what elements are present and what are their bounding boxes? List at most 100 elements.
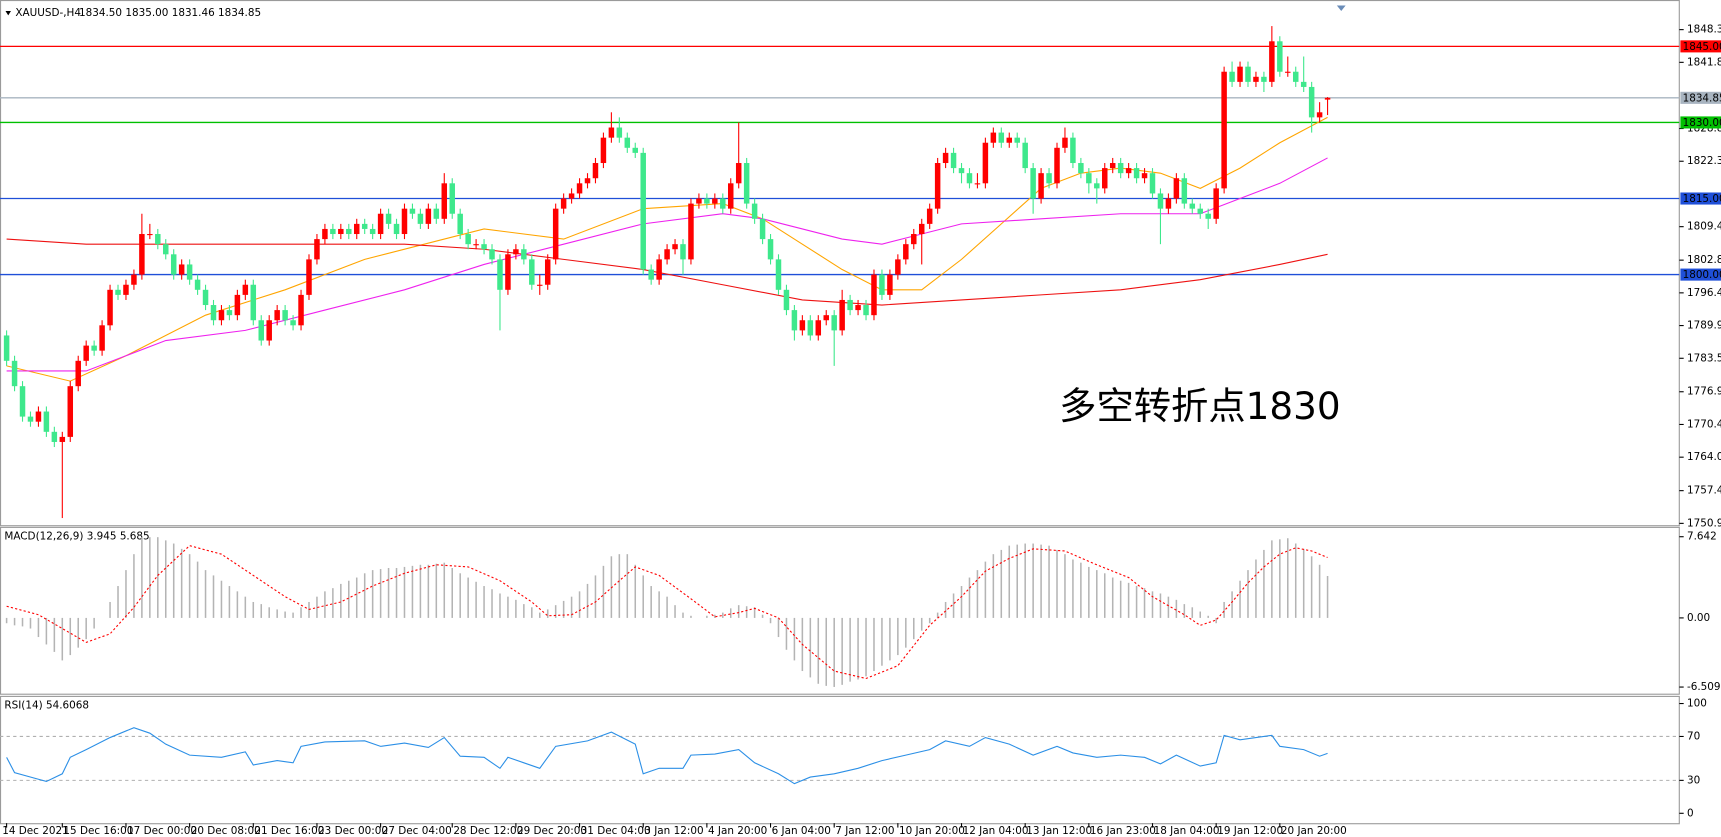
candle-body (759, 218, 766, 240)
y-tick-label: 1828.80 (1687, 123, 1721, 135)
main-panel-frame (0, 0, 1680, 527)
candle-body (385, 213, 392, 224)
rsi-panel: 100 70 30 0 (0, 698, 1707, 819)
candle-body (791, 310, 798, 331)
candle-body (735, 163, 742, 184)
candle-body (1133, 168, 1140, 179)
candle-body (823, 315, 829, 321)
candle-body (807, 320, 814, 336)
candle-body (1221, 71, 1227, 189)
candle-body (266, 320, 272, 341)
candle-body (743, 163, 750, 204)
y-tick-label: 0 (1687, 807, 1694, 819)
candle-body (338, 228, 344, 235)
candle-body (346, 228, 352, 235)
candle-body (369, 228, 376, 235)
candle-body (330, 228, 336, 235)
candle-body (1046, 173, 1052, 184)
candle-body (767, 239, 774, 260)
candle-body (632, 147, 638, 153)
y-tick-label: 100 (1687, 698, 1707, 710)
candle-body (505, 254, 511, 290)
candle-body (1038, 173, 1044, 199)
x-tick-label: 29 Dec 20:00 (517, 825, 587, 837)
x-tick-label: 13 Jan 12:00 (1026, 825, 1092, 837)
candle-body (576, 183, 583, 194)
candle-body (1308, 86, 1315, 118)
candle-body (688, 203, 694, 260)
candle-body (1054, 147, 1060, 184)
candle-body (648, 269, 654, 280)
level-label: 1845.00 (1683, 41, 1721, 53)
candle-body (115, 289, 121, 295)
candle-body (521, 249, 527, 260)
candle-body (1022, 142, 1028, 169)
candle-body (958, 168, 965, 174)
candle-body (1285, 71, 1291, 73)
macd-panel-frame (0, 526, 1680, 695)
candle-body (51, 431, 58, 442)
candle-body (353, 223, 360, 235)
candle-body (258, 320, 264, 341)
x-tick-label: 21 Dec 16:00 (254, 825, 324, 837)
candle-body (950, 152, 957, 169)
candle-body (990, 132, 997, 143)
x-tick-label: 23 Dec 00:00 (318, 825, 388, 837)
y-tick-label: 1822.35 (1687, 155, 1721, 167)
candle-body (91, 345, 97, 351)
x-tick-label: 31 Dec 04:00 (581, 825, 651, 837)
candle-body (1141, 173, 1148, 179)
candle-body (855, 305, 861, 311)
x-tick-label: 14 Dec 2021 (2, 825, 68, 837)
candle-body (242, 284, 249, 295)
candle-body (433, 208, 440, 219)
candle-body (131, 274, 137, 285)
y-tick-label: 1802.85 (1687, 254, 1721, 266)
candle-body (1006, 137, 1013, 143)
x-tick-label: 20 Jan 20:00 (1281, 825, 1347, 837)
x-tick-label: 12 Jan 04:00 (963, 825, 1029, 837)
candle-body (306, 259, 312, 295)
x-tick-label: 17 Dec 00:00 (127, 825, 197, 837)
x-tick-label: 15 Dec 16:00 (63, 825, 133, 837)
level-label: 1834.85 (1683, 92, 1721, 104)
candle-body (170, 254, 177, 275)
candle-body (847, 299, 853, 311)
candle-body (361, 223, 368, 229)
candle-body (704, 198, 710, 204)
candle-body (449, 183, 455, 214)
candle-body (529, 259, 535, 285)
candle-body (43, 411, 50, 432)
x-tick-label: 27 Dec 04:00 (382, 825, 452, 837)
candle-body (401, 208, 408, 235)
candle-body (552, 208, 559, 260)
candle-body (783, 289, 790, 311)
y-tick-label: 1796.40 (1687, 287, 1721, 299)
y-tick-label: 1848.30 (1687, 24, 1721, 36)
candle-body (234, 294, 241, 316)
candle-body (1165, 198, 1172, 209)
candle-body (918, 223, 925, 235)
candle-body (696, 198, 702, 204)
candle-body (871, 274, 877, 316)
candle-body (250, 284, 257, 321)
candle-body (1237, 66, 1243, 82)
candle-body (831, 315, 837, 331)
candle-body (27, 416, 34, 422)
candle-body (274, 310, 280, 321)
candle-body (139, 234, 145, 275)
level-label: 1800.00 (1683, 269, 1721, 281)
candle-body (942, 152, 949, 164)
candle-body (99, 325, 105, 351)
candle-body (1324, 97, 1331, 100)
x-tick-label: 10 Jan 20:00 (899, 825, 965, 837)
y-tick-label: 1789.95 (1687, 320, 1721, 332)
y-tick-label: 1764.00 (1687, 451, 1721, 463)
candle-body (59, 436, 66, 442)
candle-body (1269, 41, 1275, 82)
candle-body (19, 386, 26, 417)
candle-body (863, 305, 869, 316)
candle-body (1173, 178, 1180, 199)
